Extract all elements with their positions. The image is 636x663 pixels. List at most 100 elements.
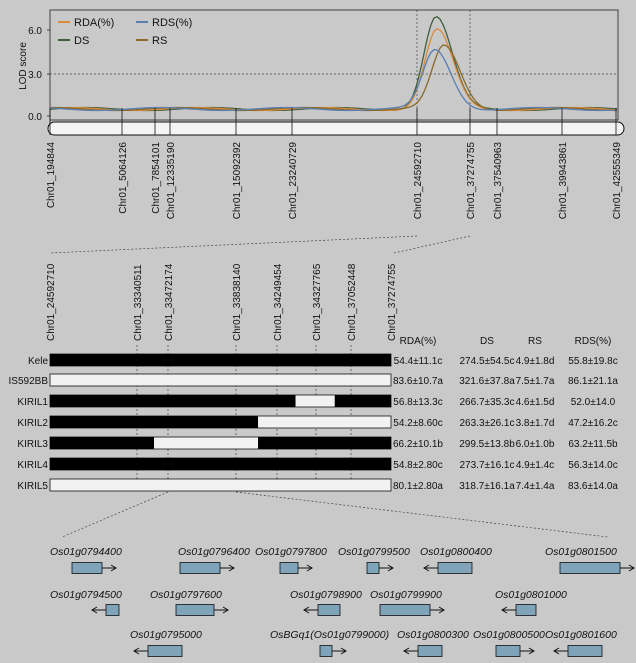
table-column-header: DS xyxy=(480,336,494,347)
strand-arrow-head xyxy=(133,647,140,655)
gene-box xyxy=(437,562,473,574)
phenotype-value: 55.8±19.8c xyxy=(568,356,617,367)
gene-box xyxy=(515,604,537,616)
gene-name: Os01g0797600 xyxy=(150,589,222,601)
gene-box xyxy=(179,562,221,574)
legend-label: RDA(%) xyxy=(74,17,114,29)
genotype-block xyxy=(50,458,391,470)
phenotype-value: 56.8±13.3c xyxy=(393,397,442,408)
genotype-bar xyxy=(49,478,392,492)
marker-label: Chr01_5064126 xyxy=(118,142,129,214)
strand-arrow-head xyxy=(553,647,560,655)
fine-marker-label: Chr01_33340511 xyxy=(133,264,144,341)
phenotype-value: 263.3±26.1c xyxy=(460,418,515,429)
fine-marker-label: Chr01_34327765 xyxy=(312,263,323,341)
phenotype-value: 273.7±16.1c xyxy=(460,460,515,471)
lod-curve xyxy=(50,44,617,112)
zoom-line xyxy=(61,491,169,538)
y-tick-label: 3.0 xyxy=(28,70,42,81)
gene-name: Os01g0798900 xyxy=(290,589,362,601)
genotype-name: IS592BB xyxy=(9,376,49,387)
strand-arrow-head xyxy=(110,564,117,572)
genotype-name: KIRIL1 xyxy=(17,397,48,408)
phenotype-value: 4.9±1.8d xyxy=(516,356,555,367)
phenotype-value: 47.2±16.2c xyxy=(568,418,617,429)
strand-arrow-head xyxy=(303,606,310,614)
gene-box xyxy=(366,562,380,574)
legend-label: RDS(%) xyxy=(152,17,192,29)
genotype-name: KIRIL4 xyxy=(17,460,48,471)
fine-marker-label: Chr01_33472174 xyxy=(164,263,175,341)
lod-curve xyxy=(49,27,618,112)
gene-name: Os01g0795000 xyxy=(130,629,202,641)
fine-marker-label: Chr01_24592710 xyxy=(46,263,57,341)
marker-label: Chr01_42555349 xyxy=(612,142,623,220)
phenotype-value: 318.7±16.1a xyxy=(459,481,515,492)
phenotype-value: 52.0±14.0 xyxy=(571,397,616,408)
lod-curve xyxy=(49,15,618,112)
table-column-header: RS xyxy=(528,336,542,347)
lod-plot-frame xyxy=(49,9,619,121)
phenotype-value: 6.0±1.0b xyxy=(516,439,555,450)
phenotype-value: 66.2±10.1b xyxy=(393,439,443,450)
phenotype-value: 56.3±14.0c xyxy=(568,460,617,471)
strand-arrow-head xyxy=(628,564,635,572)
gene-box xyxy=(379,604,431,616)
genotype-block xyxy=(50,416,259,428)
gene-name: Os01g0800300 xyxy=(397,629,469,641)
phenotype-value: 83.6±10.7a xyxy=(393,376,443,387)
marker-label: Chr01_37540963 xyxy=(493,142,504,220)
strand-arrow-head xyxy=(387,564,394,572)
genotype-name: KIRIL5 xyxy=(17,481,48,492)
gene-box xyxy=(417,645,443,657)
strand-arrow-head xyxy=(403,647,410,655)
phenotype-value: 54.4±11.1c xyxy=(394,356,443,367)
strand-arrow-head xyxy=(222,606,229,614)
y-axis-label: LOD score xyxy=(18,42,29,90)
zoom-line xyxy=(235,491,609,538)
gene-box xyxy=(105,604,120,616)
phenotype-value: 54.8±2.80c xyxy=(393,460,442,471)
marker-label: Chr01_12335190 xyxy=(166,142,177,220)
gene-name: Os01g0799900 xyxy=(370,589,442,601)
chromosome-bar xyxy=(47,121,625,136)
fine-marker-label: Chr01_33838140 xyxy=(232,263,243,341)
genotype-block xyxy=(50,354,391,366)
marker-label: Chr01_15092392 xyxy=(232,142,243,220)
gene-name: Os01g0801000 xyxy=(495,589,567,601)
phenotype-value: 54.2±8.60c xyxy=(393,418,442,429)
phenotype-value: 80.1±2.80a xyxy=(393,481,443,492)
marker-label: Chr01_24592710 xyxy=(413,142,424,220)
fine-marker-label: Chr01_34249454 xyxy=(273,263,284,341)
gene-box xyxy=(317,604,341,616)
strand-arrow-head xyxy=(501,606,508,614)
genotype-block xyxy=(50,395,296,407)
phenotype-value: 63.2±11.5b xyxy=(568,439,618,450)
phenotype-value: 4.9±1.4c xyxy=(516,460,554,471)
marker-label: Chr01_7854101 xyxy=(151,142,162,214)
gene-name: Os01g0794500 xyxy=(50,589,122,601)
phenotype-value: 299.5±13.8b xyxy=(459,439,515,450)
gene-box xyxy=(175,604,215,616)
gene-box xyxy=(559,562,621,574)
gene-name: Os01g0800400 xyxy=(420,546,492,558)
strand-arrow-head xyxy=(306,564,313,572)
phenotype-value: 274.5±54.5c xyxy=(460,356,515,367)
gene-name: Os01g0801600 xyxy=(545,629,617,641)
zoom-line xyxy=(393,235,471,254)
phenotype-value: 7.5±1.7a xyxy=(516,376,555,387)
y-tick-label: 0.0 xyxy=(28,112,42,123)
gene-name: Os01g0794400 xyxy=(50,546,122,558)
table-column-header: RDA(%) xyxy=(400,336,437,347)
genotype-block xyxy=(334,395,391,407)
genotype-name: KIRIL2 xyxy=(17,418,48,429)
gene-box xyxy=(319,645,333,657)
gene-box xyxy=(147,645,183,657)
gene-name: Os01g0799500 xyxy=(338,546,410,558)
marker-label: Chr01_37274755 xyxy=(466,142,477,220)
gene-box xyxy=(567,645,603,657)
gene-box xyxy=(71,562,103,574)
phenotype-value: 3.8±1.7d xyxy=(516,418,555,429)
gene-name: OsBGq1(Os01g0799000) xyxy=(270,629,389,641)
